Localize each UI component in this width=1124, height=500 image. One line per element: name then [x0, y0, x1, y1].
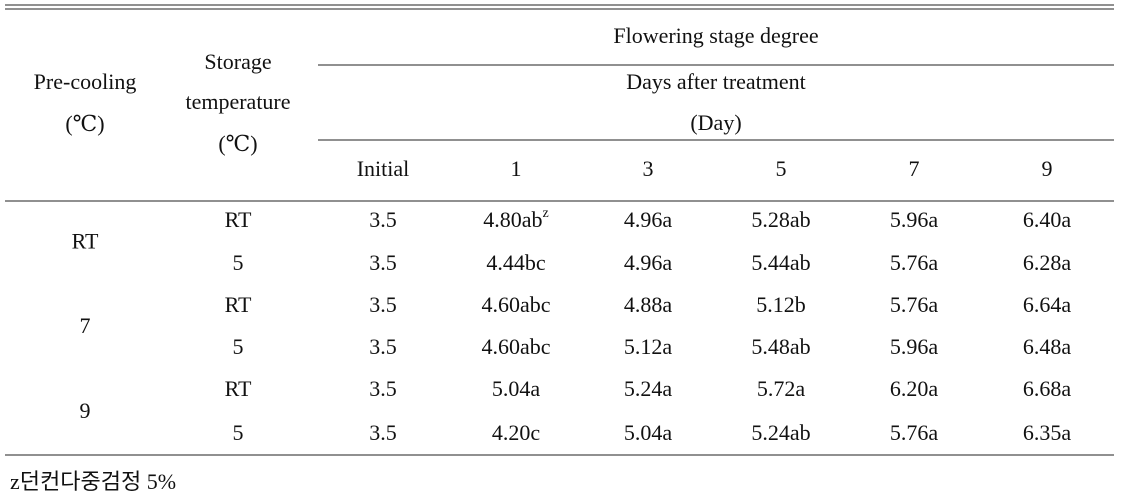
value-cell: 5.44ab [751, 250, 810, 275]
value-cell: 4.44bc [486, 250, 546, 275]
pre-cooling-cell: 9 [80, 398, 91, 423]
header-cell: temperature [185, 89, 290, 114]
value-cell: 4.80abz [483, 206, 548, 232]
header-cell: Flowering stage degree [613, 23, 818, 48]
value-cell: 4.20c [492, 420, 541, 445]
value-cell: 5.24a [624, 376, 673, 401]
value-cell: 3.5 [369, 250, 397, 275]
value-cell: 4.60abc [481, 292, 550, 317]
value-cell: 6.28a [1023, 250, 1072, 275]
value-cell: 5.76a [890, 250, 939, 275]
storage-cell: 5 [233, 250, 244, 275]
storage-cell: 5 [233, 420, 244, 445]
value-cell: 6.48a [1023, 334, 1072, 359]
value-cell: 5.96a [890, 334, 939, 359]
pre-cooling-cell: 7 [80, 313, 91, 338]
value-cell: 5.12b [756, 292, 806, 317]
value-cell: 3.5 [369, 334, 397, 359]
value-cell: 5.12a [624, 334, 673, 359]
value-cell: 3.5 [369, 420, 397, 445]
value-cell: 3.5 [369, 292, 397, 317]
header-cell: (℃) [218, 131, 257, 156]
header-cell: (Day) [690, 110, 741, 135]
value-cell: 5.04a [624, 420, 673, 445]
value-cell: 6.68a [1023, 376, 1072, 401]
column-header: 5 [776, 156, 787, 181]
footnote-mark: z [543, 206, 549, 221]
value-cell: 5.28ab [751, 207, 810, 232]
storage-cell: RT [225, 376, 252, 401]
column-header: 7 [909, 156, 920, 181]
value-cell: 4.96a [624, 250, 673, 275]
value-cell: 5.96a [890, 207, 939, 232]
header-cell: Pre-cooling [34, 69, 137, 94]
storage-cell: 5 [233, 334, 244, 359]
value-cell: 4.88a [624, 292, 673, 317]
value-cell: 5.24ab [751, 420, 810, 445]
value-cell: 6.20a [890, 376, 939, 401]
column-header: 9 [1042, 156, 1053, 181]
value-cell: 4.60abc [481, 334, 550, 359]
storage-cell: RT [225, 207, 252, 232]
pre-cooling-cell: RT [72, 229, 99, 254]
value-cell: 5.76a [890, 292, 939, 317]
footnote: z던컨다중검정 5% [10, 469, 176, 494]
value-cell: 4.96a [624, 207, 673, 232]
column-header: 3 [643, 156, 654, 181]
value-cell: 5.76a [890, 420, 939, 445]
value-cell: 5.04a [492, 376, 541, 401]
value-cell: 6.35a [1023, 420, 1072, 445]
column-header: Initial [357, 156, 410, 181]
header-cell: (℃) [65, 111, 104, 136]
storage-cell: RT [225, 292, 252, 317]
value-text: 4.80ab [483, 207, 542, 232]
value-cell: 6.40a [1023, 207, 1072, 232]
header-cell: Storage [204, 49, 271, 74]
column-header: 1 [511, 156, 522, 181]
value-cell: 5.72a [757, 376, 806, 401]
value-cell: 6.64a [1023, 292, 1072, 317]
value-cell: 3.5 [369, 207, 397, 232]
value-cell: 3.5 [369, 376, 397, 401]
header-cell: Days after treatment [626, 69, 806, 94]
value-cell: 5.48ab [751, 334, 810, 359]
